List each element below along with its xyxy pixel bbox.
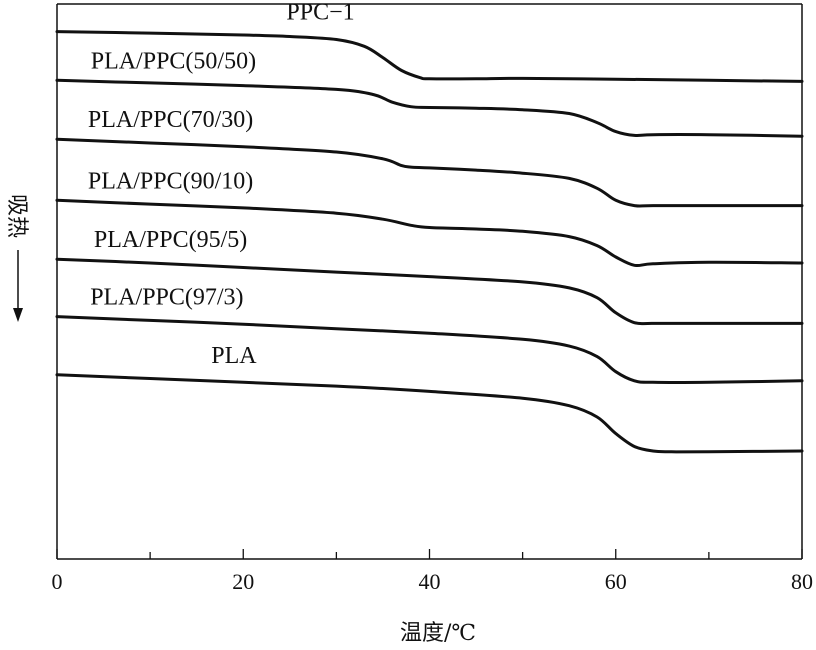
series-curve (55, 30, 804, 83)
series-curve (55, 373, 804, 454)
series-curve (55, 257, 804, 326)
x-tick-labels: 0 20 40 60 80 (52, 569, 814, 594)
series-label: PLA/PPC(95/5) (94, 227, 247, 253)
series-curve (55, 78, 804, 138)
series-labels: PPC−1 PLA/PPC(50/50) PLA/PPC(70/30) PLA/PPC… (88, 0, 355, 369)
series-label: PLA/PPC(90/10) (88, 168, 253, 194)
x-tick-label: 40 (419, 569, 441, 594)
y-axis-label: 吸热 (4, 194, 29, 238)
series-curves (55, 30, 804, 454)
y-axis-indicator: 吸热 (4, 194, 29, 322)
x-ticks (56, 549, 803, 559)
x-axis-label: 温度/℃ (400, 621, 476, 646)
series-curve (55, 137, 804, 208)
x-tick-label: 0 (52, 569, 63, 594)
plot-frame (56, 3, 803, 560)
x-tick-label: 60 (605, 569, 627, 594)
series-label: PPC−1 (286, 0, 354, 26)
series-label: PLA/PPC(50/50) (91, 48, 256, 74)
series-label: PLA/PPC(70/30) (88, 107, 253, 133)
x-tick-label: 80 (791, 569, 813, 594)
series-label: PLA (211, 343, 257, 369)
series-label: PLA/PPC(97/3) (90, 285, 243, 311)
series-curve (55, 315, 804, 385)
endotherm-arrow-head (13, 308, 23, 322)
x-tick-label: 20 (232, 569, 254, 594)
series-curve (55, 198, 804, 268)
